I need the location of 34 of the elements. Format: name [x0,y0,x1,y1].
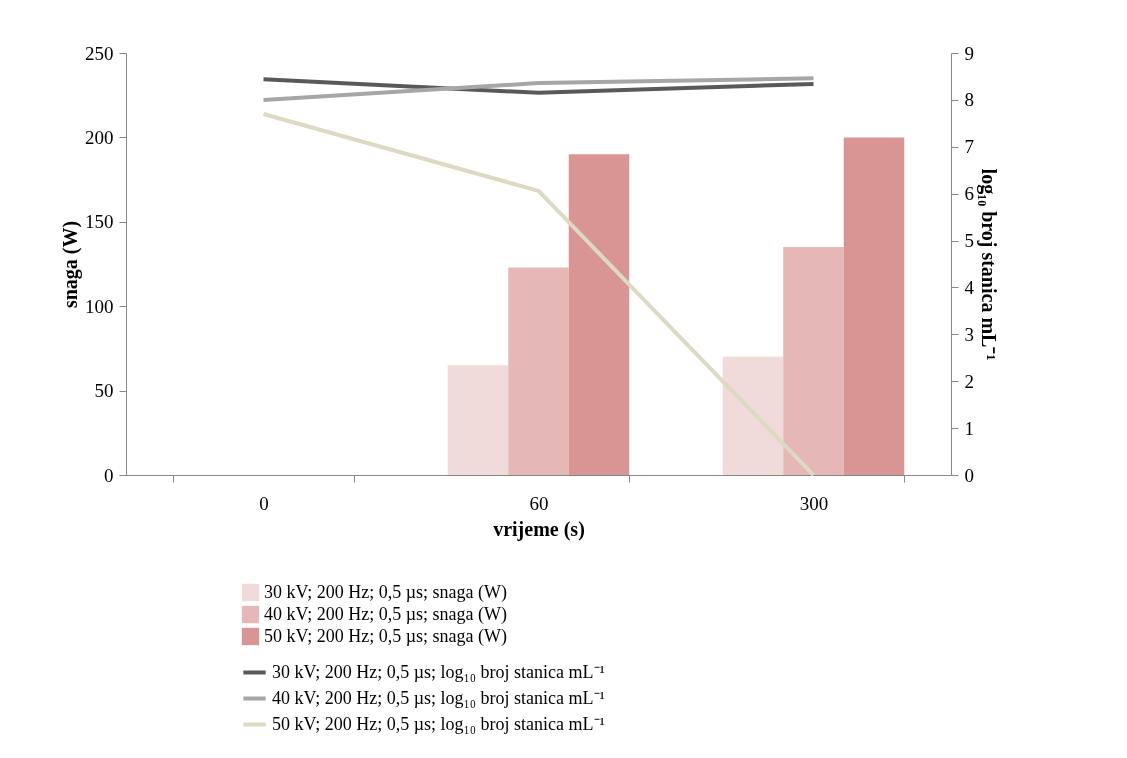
legend-label: 50 kV; 200 Hz; 0,5 µs; log₁₀ broj stanica mL⁻¹ [272,713,605,734]
y2-axis-title: log₁₀ broj stanica mL⁻¹ [977,168,1000,361]
y-axis-title: snaga (W) [59,220,82,309]
bar [722,356,784,475]
legend-label: 30 kV; 200 Hz; 0,5 µs; snaga (W) [264,581,507,603]
y-tick-label: 0 [104,464,114,486]
x-tick-label: 300 [799,492,829,514]
y-tick-label: 250 [85,42,114,64]
y2-tick-label: 3 [964,323,974,345]
bar [843,137,905,475]
legend-label: 40 kV; 200 Hz; 0,5 µs; log₁₀ broj stanica mL⁻¹ [272,687,605,708]
y2-tick-label: 0 [964,464,974,486]
y2-tick-label: 9 [964,42,974,64]
legend-label: 30 kV; 200 Hz; 0,5 µs; log₁₀ broj stanica mL⁻¹ [272,661,605,682]
x-tick-label: 60 [529,492,549,514]
x-axis-title: vrijeme (s) [493,517,585,541]
legend-label: 50 kV; 200 Hz; 0,5 µs; snaga (W) [264,625,507,647]
bar [783,247,844,475]
y-tick-label: 100 [85,295,114,317]
bar [508,267,569,475]
y2-tick-label: 6 [964,183,974,205]
y2-tick-label: 2 [964,370,974,392]
y2-tick-label: 8 [964,89,974,111]
y2-tick-label: 5 [964,230,974,252]
y2-tick-label: 1 [964,417,974,439]
bar [568,154,630,475]
y-tick-label: 50 [94,380,114,402]
y2-tick-label: 7 [964,136,974,158]
x-tick-label: 0 [259,492,269,514]
legend-label: 40 kV; 200 Hz; 0,5 µs; snaga (W) [264,603,507,625]
bar [447,365,509,475]
y-tick-label: 200 [85,126,114,148]
y2-tick-label: 4 [964,276,975,298]
y-tick-label: 150 [85,211,114,233]
